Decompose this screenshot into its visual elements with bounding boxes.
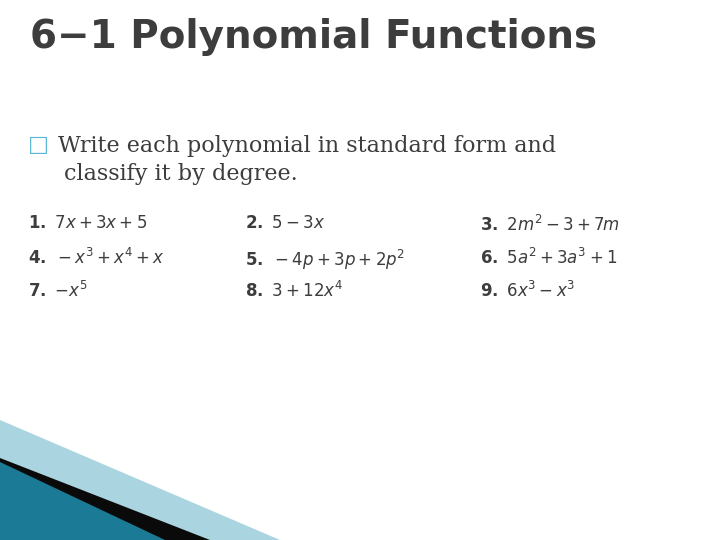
Text: $\mathbf{3.}\ 2m^2 - 3 + 7m$: $\mathbf{3.}\ 2m^2 - 3 + 7m$ bbox=[480, 215, 619, 235]
Text: 6−1 Polynomial Functions: 6−1 Polynomial Functions bbox=[30, 18, 597, 56]
Text: $\mathbf{1.}\ 7x + 3x + 5$: $\mathbf{1.}\ 7x + 3x + 5$ bbox=[28, 215, 148, 232]
Text: □: □ bbox=[28, 135, 49, 155]
Text: $\mathbf{9.}\ 6x^3 - x^3$: $\mathbf{9.}\ 6x^3 - x^3$ bbox=[480, 281, 575, 301]
Text: $\mathbf{4.}\ -x^3 + x^4 + x$: $\mathbf{4.}\ -x^3 + x^4 + x$ bbox=[28, 248, 165, 268]
Polygon shape bbox=[0, 462, 165, 540]
Text: $\mathbf{8.}\ 3 + 12x^4$: $\mathbf{8.}\ 3 + 12x^4$ bbox=[245, 281, 343, 301]
Polygon shape bbox=[0, 420, 280, 540]
Text: classify it by degree.: classify it by degree. bbox=[64, 163, 298, 185]
Text: Write each polynomial in standard form and: Write each polynomial in standard form a… bbox=[58, 135, 556, 157]
Text: $\mathbf{5.}\ -4p + 3p + 2p^2$: $\mathbf{5.}\ -4p + 3p + 2p^2$ bbox=[245, 248, 405, 272]
Polygon shape bbox=[0, 458, 210, 540]
Text: $\mathbf{7.}\ {-x^5}$: $\mathbf{7.}\ {-x^5}$ bbox=[28, 281, 87, 301]
Text: $\mathbf{2.}\ 5 - 3x$: $\mathbf{2.}\ 5 - 3x$ bbox=[245, 215, 325, 232]
Text: $\mathbf{6.}\ 5a^2 + 3a^3 + 1$: $\mathbf{6.}\ 5a^2 + 3a^3 + 1$ bbox=[480, 248, 618, 268]
